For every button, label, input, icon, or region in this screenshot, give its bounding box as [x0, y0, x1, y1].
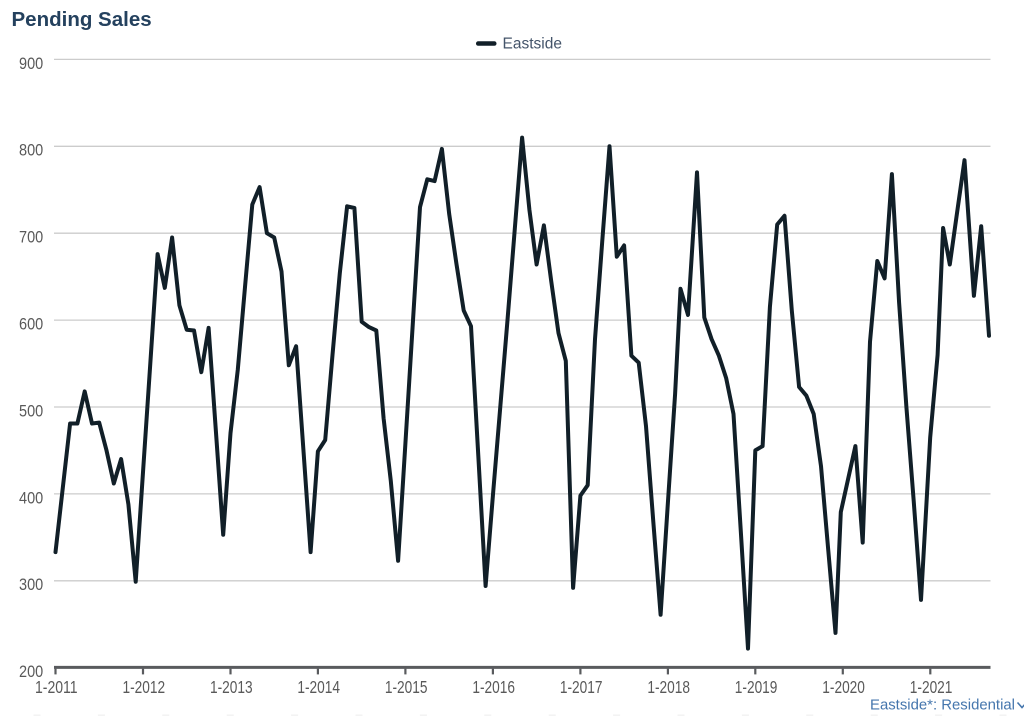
svg-text:500: 500 — [19, 402, 43, 420]
svg-text:1-2018: 1-2018 — [647, 677, 690, 697]
svg-text:300: 300 — [19, 576, 43, 594]
svg-text:700: 700 — [19, 229, 43, 247]
svg-text:900: 900 — [19, 55, 43, 73]
svg-text:800: 800 — [19, 142, 43, 160]
svg-text:Pending Sales: Pending Sales — [12, 8, 152, 31]
svg-text:Eastside*: Residential: Eastside*: Residential — [870, 698, 1015, 714]
svg-text:Eastside: Eastside — [503, 36, 562, 53]
svg-text:1-2020: 1-2020 — [822, 677, 865, 697]
svg-text:600: 600 — [19, 316, 43, 334]
svg-text:1-2021: 1-2021 — [910, 677, 953, 697]
svg-text:1-2016: 1-2016 — [472, 677, 515, 697]
svg-text:400: 400 — [19, 489, 43, 507]
svg-text:1-2014: 1-2014 — [297, 677, 340, 697]
svg-text:1-2013: 1-2013 — [210, 677, 253, 697]
svg-text:1-2017: 1-2017 — [560, 677, 603, 697]
svg-text:1-2019: 1-2019 — [735, 677, 778, 697]
svg-text:200: 200 — [19, 663, 43, 681]
svg-text:1-2015: 1-2015 — [385, 677, 428, 697]
svg-text:1-2012: 1-2012 — [123, 677, 166, 697]
svg-text:1-2011: 1-2011 — [35, 677, 78, 697]
